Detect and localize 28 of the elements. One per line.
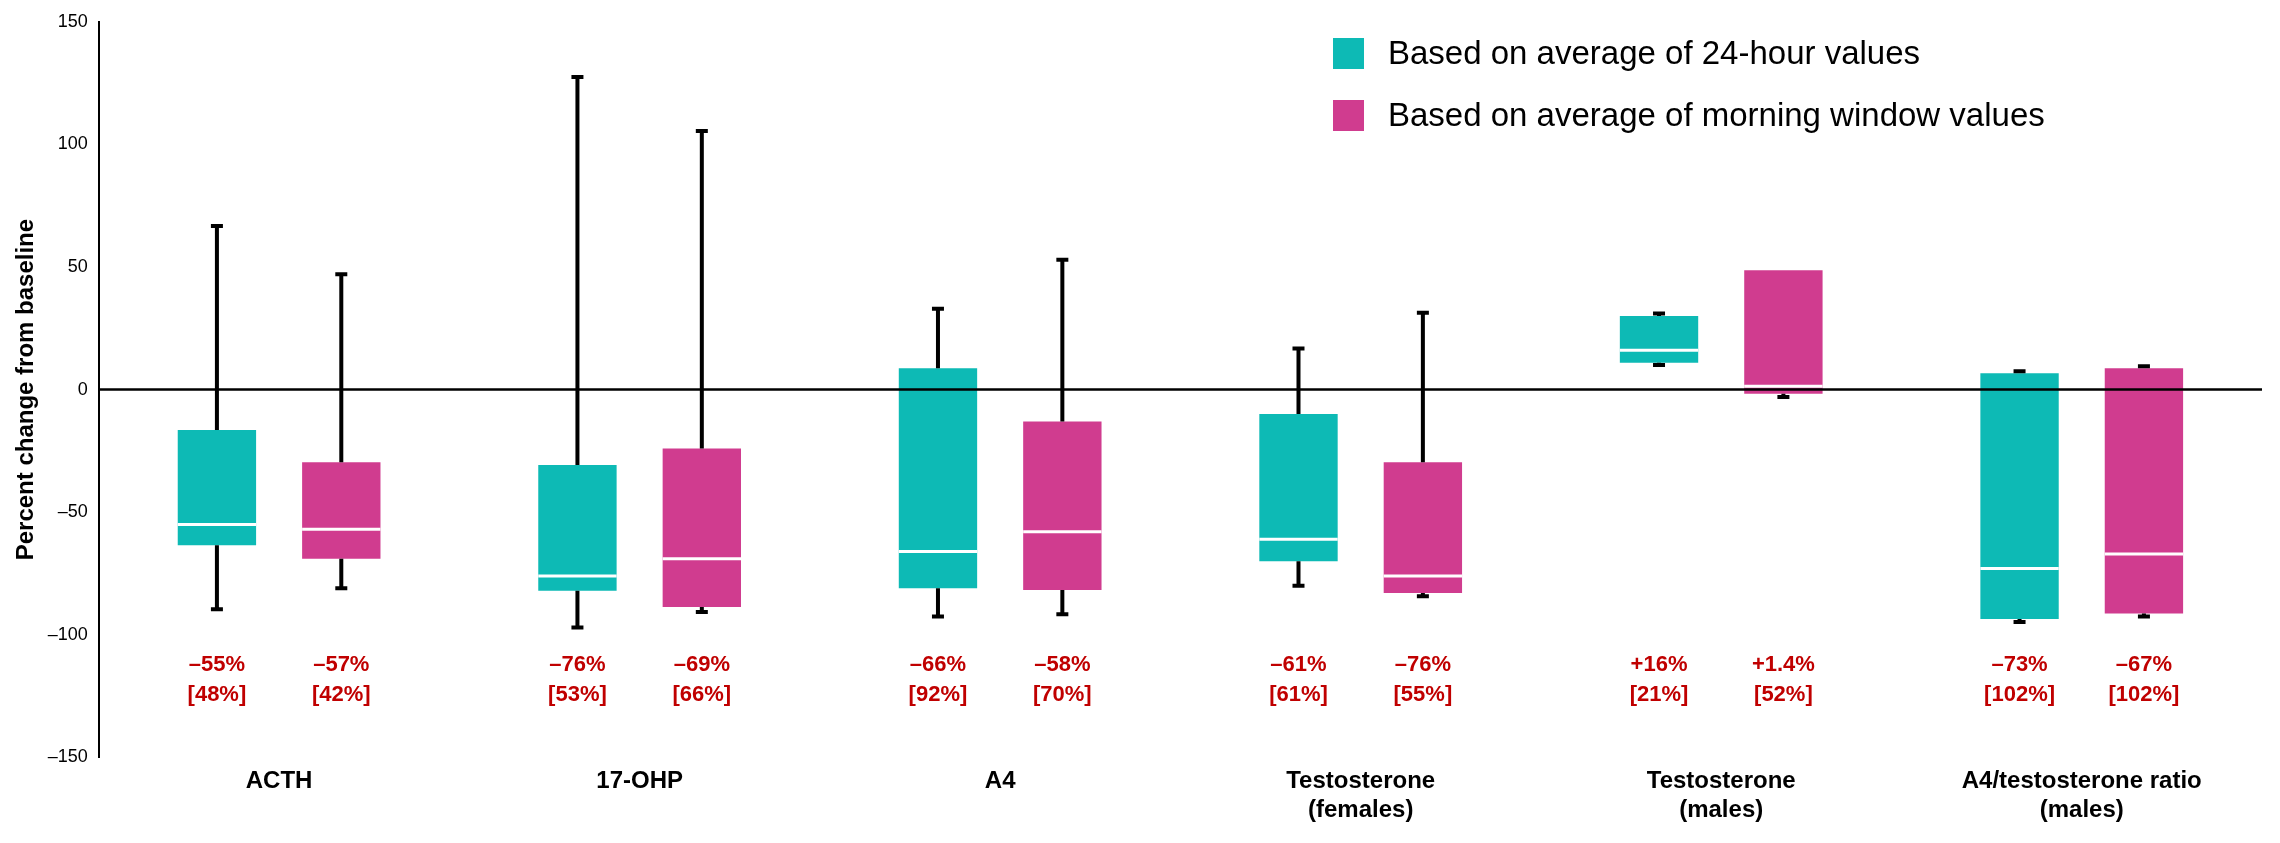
text: –69% [66%] xyxy=(672,651,732,707)
y-tick-label: 100 xyxy=(57,133,88,154)
y-tick-label: –150 xyxy=(47,746,88,767)
text: –76% [53%] xyxy=(548,651,607,707)
text: –57% [42%] xyxy=(311,651,371,707)
y-tick-label: 150 xyxy=(57,10,88,31)
text: –58% [70%] xyxy=(1033,651,1092,707)
x-tick-label: Testosterone (males) xyxy=(1646,766,1796,823)
x-tick-label: Testosterone (females) xyxy=(1286,766,1436,823)
x-tick-label: ACTH xyxy=(245,766,313,794)
y-tick-label: –100 xyxy=(47,623,88,644)
x-tick-label: A4/testosterone ratio (males) xyxy=(1961,766,2202,823)
text: –76% [55%] xyxy=(1393,651,1453,707)
text: +16% [21%] xyxy=(1629,651,1689,707)
x-tick-label: A4 xyxy=(984,766,1017,794)
y-axis-title: Percent change from baseline xyxy=(11,218,39,561)
y-tick-label: 50 xyxy=(67,255,88,276)
legend-label: Based on average of 24-hour values xyxy=(1388,34,1921,72)
text: –66% [92%] xyxy=(908,651,968,707)
text: –61% [61%] xyxy=(1269,651,1328,707)
text: –73% [102%] xyxy=(1984,651,2056,707)
x-tick-label: 17-OHP xyxy=(596,766,683,794)
y-tick-label: –50 xyxy=(57,501,88,522)
text: +1.4% [52%] xyxy=(1751,651,1815,707)
y-tick-label: 0 xyxy=(77,378,88,399)
text: –67% [102%] xyxy=(2108,651,2180,707)
legend-label: Based on average of morning window values xyxy=(1388,96,2045,134)
text: –55% [48%] xyxy=(187,651,247,707)
